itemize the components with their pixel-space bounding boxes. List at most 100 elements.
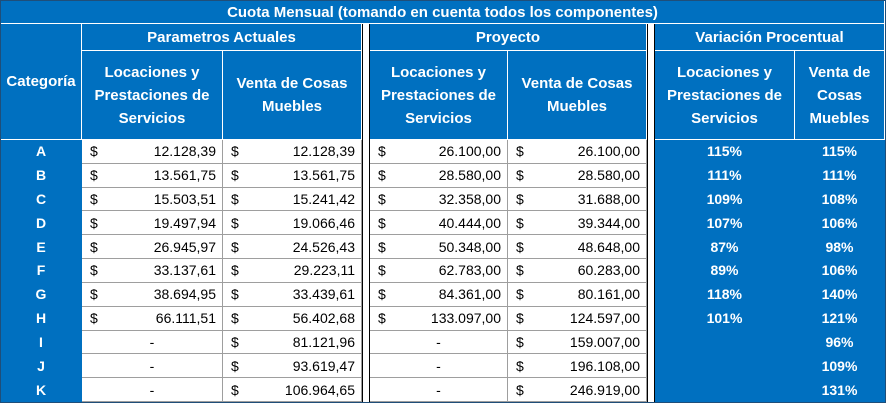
- column-gap: [362, 282, 370, 307]
- amount-value: 31.688,00: [577, 191, 640, 208]
- currency-cell[interactable]: $33.137,61: [82, 259, 223, 283]
- percent-cell[interactable]: [655, 330, 795, 355]
- currency-symbol: $: [516, 191, 524, 208]
- currency-cell[interactable]: $159.007,00: [508, 330, 647, 355]
- category-cell[interactable]: A: [1, 140, 82, 164]
- percent-cell[interactable]: 101%: [655, 306, 795, 331]
- currency-cell[interactable]: $31.688,00: [508, 187, 647, 212]
- percent-cell[interactable]: 106%: [795, 259, 885, 283]
- currency-cell[interactable]: $106.964,65: [223, 378, 362, 402]
- percent-cell[interactable]: 109%: [795, 354, 885, 379]
- currency-cell[interactable]: $38.694,95: [82, 282, 223, 307]
- currency-cell[interactable]: $33.439,61: [223, 282, 362, 307]
- percent-cell[interactable]: 115%: [795, 140, 885, 164]
- percent-cell[interactable]: 107%: [655, 211, 795, 236]
- percent-cell[interactable]: 118%: [655, 282, 795, 307]
- subheader-actuales-venta[interactable]: Venta de Cosas Muebles: [223, 51, 362, 140]
- category-cell[interactable]: E: [1, 235, 82, 260]
- group-header-variacion[interactable]: Variación Procentual: [655, 24, 885, 51]
- currency-cell[interactable]: $62.783,00: [370, 259, 508, 283]
- currency-cell[interactable]: $40.444,00: [370, 211, 508, 236]
- table-title[interactable]: Cuota Mensual (tomando en cuenta todos l…: [1, 1, 885, 24]
- currency-cell[interactable]: $13.561,75: [223, 163, 362, 188]
- currency-cell[interactable]: $26.100,00: [508, 140, 647, 164]
- currency-cell[interactable]: $32.358,00: [370, 187, 508, 212]
- currency-cell[interactable]: $29.223,11: [223, 259, 362, 283]
- percent-cell[interactable]: 89%: [655, 259, 795, 283]
- percent-cell[interactable]: [655, 354, 795, 379]
- subheader-variacion-venta[interactable]: Venta de Cosas Muebles: [795, 51, 885, 140]
- currency-cell[interactable]: $12.128,39: [223, 140, 362, 164]
- empty-value-cell[interactable]: -: [82, 330, 223, 355]
- currency-cell[interactable]: $48.648,00: [508, 235, 647, 260]
- percent-cell[interactable]: [655, 378, 795, 402]
- empty-value-cell[interactable]: -: [370, 378, 508, 402]
- currency-symbol: $: [231, 381, 239, 398]
- column-gap: [647, 211, 655, 236]
- currency-cell[interactable]: $13.561,75: [82, 163, 223, 188]
- category-header[interactable]: Categoría: [1, 24, 82, 140]
- currency-cell[interactable]: $80.161,00: [508, 282, 647, 307]
- currency-symbol: $: [231, 333, 239, 350]
- group-header-actuales[interactable]: Parametros Actuales: [82, 24, 362, 51]
- category-cell[interactable]: I: [1, 330, 82, 355]
- percent-cell[interactable]: 87%: [655, 235, 795, 260]
- currency-cell[interactable]: $93.619,47: [223, 354, 362, 379]
- percent-cell[interactable]: 96%: [795, 330, 885, 355]
- column-gap: [362, 24, 370, 140]
- currency-cell[interactable]: $12.128,39: [82, 140, 223, 164]
- percent-cell[interactable]: 98%: [795, 235, 885, 260]
- category-cell[interactable]: F: [1, 259, 82, 283]
- currency-cell[interactable]: $196.108,00: [508, 354, 647, 379]
- percent-cell[interactable]: 106%: [795, 211, 885, 236]
- percent-cell[interactable]: 131%: [795, 378, 885, 402]
- currency-cell[interactable]: $246.919,00: [508, 378, 647, 402]
- column-gap: [647, 330, 655, 355]
- currency-cell[interactable]: $24.526,43: [223, 235, 362, 260]
- subheader-proyecto-venta[interactable]: Venta de Cosas Muebles: [508, 51, 647, 140]
- subheader-proyecto-locaciones[interactable]: Locaciones y Prestaciones de Servicios: [370, 51, 508, 140]
- empty-value-cell[interactable]: -: [370, 330, 508, 355]
- currency-symbol: $: [90, 262, 98, 279]
- currency-symbol: $: [231, 357, 239, 374]
- category-cell[interactable]: B: [1, 163, 82, 188]
- currency-cell[interactable]: $50.348,00: [370, 235, 508, 260]
- currency-cell[interactable]: $39.344,00: [508, 211, 647, 236]
- category-cell[interactable]: H: [1, 306, 82, 331]
- currency-cell[interactable]: $28.580,00: [508, 163, 647, 188]
- percent-cell[interactable]: 108%: [795, 187, 885, 212]
- currency-cell[interactable]: $28.580,00: [370, 163, 508, 188]
- currency-cell[interactable]: $26.100,00: [370, 140, 508, 164]
- currency-cell[interactable]: $15.503,51: [82, 187, 223, 212]
- column-gap: [647, 306, 655, 331]
- currency-cell[interactable]: $133.097,00: [370, 306, 508, 331]
- percent-cell[interactable]: 115%: [655, 140, 795, 164]
- percent-cell[interactable]: 121%: [795, 306, 885, 331]
- subheader-variacion-locaciones[interactable]: Locaciones y Prestaciones de Servicios: [655, 51, 795, 140]
- currency-cell[interactable]: $56.402,68: [223, 306, 362, 331]
- percent-cell[interactable]: 109%: [655, 187, 795, 212]
- currency-cell[interactable]: $15.241,42: [223, 187, 362, 212]
- percent-cell[interactable]: 111%: [655, 163, 795, 188]
- category-cell[interactable]: K: [1, 378, 82, 402]
- empty-value-cell[interactable]: -: [370, 354, 508, 379]
- currency-cell[interactable]: $19.497,94: [82, 211, 223, 236]
- currency-symbol: $: [516, 238, 524, 255]
- percent-cell[interactable]: 111%: [795, 163, 885, 188]
- currency-cell[interactable]: $60.283,00: [508, 259, 647, 283]
- empty-value-cell[interactable]: -: [82, 354, 223, 379]
- currency-cell[interactable]: $84.361,00: [370, 282, 508, 307]
- currency-cell[interactable]: $124.597,00: [508, 306, 647, 331]
- category-cell[interactable]: D: [1, 211, 82, 236]
- percent-cell[interactable]: 140%: [795, 282, 885, 307]
- category-cell[interactable]: J: [1, 354, 82, 379]
- empty-value-cell[interactable]: -: [82, 378, 223, 402]
- currency-cell[interactable]: $81.121,96: [223, 330, 362, 355]
- currency-cell[interactable]: $26.945,97: [82, 235, 223, 260]
- currency-cell[interactable]: $66.111,51: [82, 306, 223, 331]
- category-cell[interactable]: G: [1, 282, 82, 307]
- group-header-proyecto[interactable]: Proyecto: [370, 24, 647, 51]
- category-cell[interactable]: C: [1, 187, 82, 212]
- currency-cell[interactable]: $19.066,46: [223, 211, 362, 236]
- subheader-actuales-locaciones[interactable]: Locaciones y Prestaciones de Servicios: [82, 51, 223, 140]
